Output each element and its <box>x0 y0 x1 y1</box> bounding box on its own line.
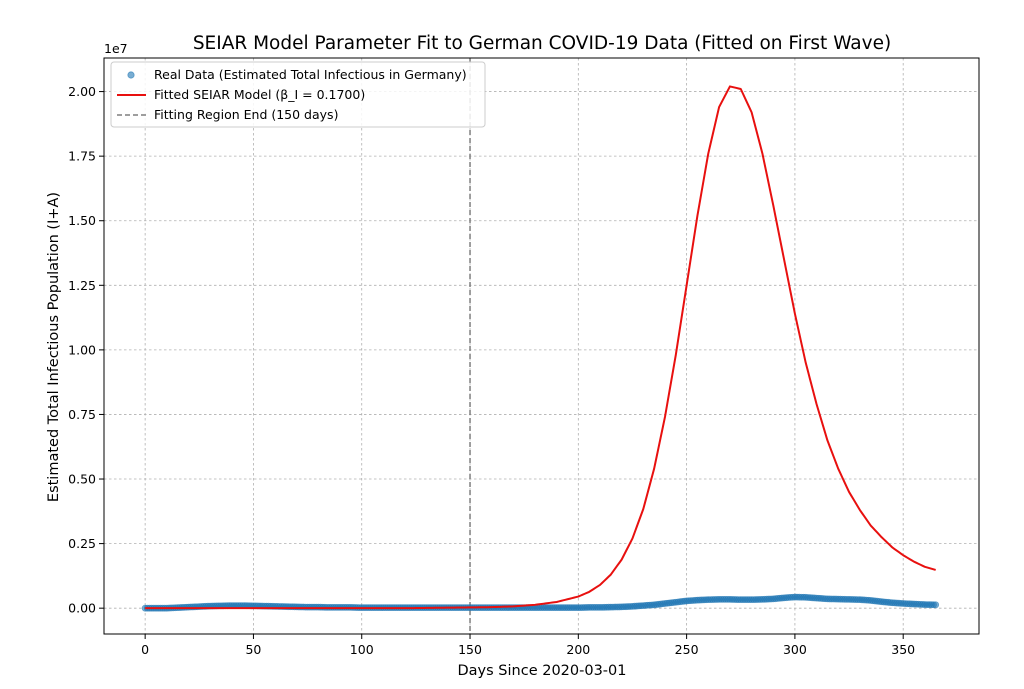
x-tick-label: 100 <box>350 642 374 657</box>
x-tick-label: 150 <box>458 642 482 657</box>
real-data-series <box>141 593 940 612</box>
y-tick-label: 1.50 <box>68 213 96 228</box>
fitted-model-series <box>145 85 936 610</box>
y-axis-label: Estimated Total Infectious Population (I… <box>46 192 62 502</box>
y-tick-label: 2.00 <box>68 84 96 99</box>
plot-frame <box>103 57 980 635</box>
x-tick-label: 50 <box>245 642 261 657</box>
legend-box <box>110 61 486 128</box>
x-tick-label: 300 <box>783 642 807 657</box>
x-tick-label: 200 <box>566 642 590 657</box>
y-tick-label: 1.00 <box>68 342 96 357</box>
x-axis-label: Days Since 2020-03-01 <box>458 663 627 679</box>
x-tick-label: 0 <box>141 642 149 657</box>
x-tick-label: 250 <box>675 642 699 657</box>
y-tick-label: 0.50 <box>68 472 96 487</box>
y-axis: 0.00 0.25 0.50 0.75 1.00 1.25 1.50 1.75 2.00 <box>68 84 104 616</box>
y-tick-label: 0.00 <box>68 601 96 616</box>
y-tick-label: 0.25 <box>68 536 96 551</box>
legend-label-fitted-model: Fitted SEIAR Model (β_I = 0.1700) <box>154 87 365 102</box>
y-tick-label: 1.75 <box>68 149 96 164</box>
legend: Real Data (Estimated Total Infectious in… <box>110 61 486 128</box>
legend-label-real-data: Real Data (Estimated Total Infectious in… <box>154 67 467 82</box>
real-data-point <box>932 601 940 609</box>
fitted-model-line <box>145 85 936 610</box>
x-tick-label: 350 <box>891 642 915 657</box>
y-offset-label: 1e7 <box>104 41 128 56</box>
legend-marker-real-data <box>127 71 135 79</box>
chart-title: SEIAR Model Parameter Fit to German COVI… <box>193 33 891 54</box>
y-tick-label: 1.25 <box>68 278 96 293</box>
y-tick-label: 0.75 <box>68 407 96 422</box>
x-axis: 0 50 100 150 200 250 300 350 <box>141 634 915 657</box>
legend-label-fitting-region: Fitting Region End (150 days) <box>154 107 338 122</box>
